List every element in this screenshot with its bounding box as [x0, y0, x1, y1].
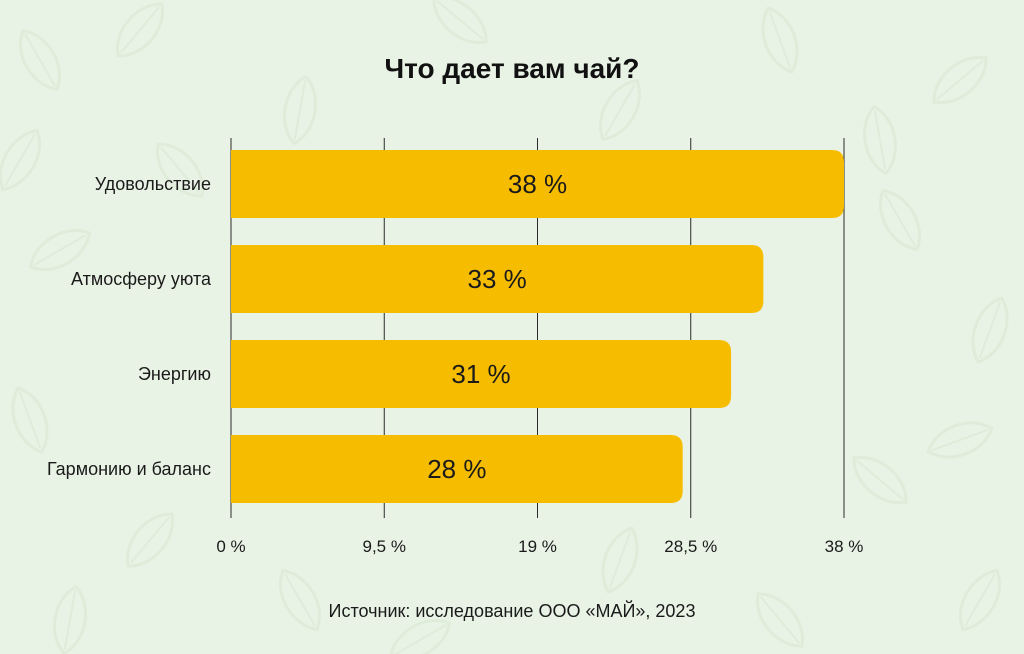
leaf-icon: [279, 568, 321, 632]
source-note: Источник: исследование ООО «МАЙ», 2023: [329, 600, 696, 621]
leaf-icon: [282, 74, 318, 146]
leaf-icon: [761, 6, 799, 74]
leaf-icon: [432, 0, 488, 45]
leaf-icon: [852, 455, 908, 505]
leaf-icon: [755, 592, 805, 648]
bars: 38 % 33 % 31 % 28 %: [231, 150, 844, 503]
leaf-icon: [601, 526, 639, 594]
leaf-icon: [125, 512, 175, 568]
bar: [231, 340, 732, 408]
leaf-icon: [0, 128, 41, 192]
x-tick-label: 38 %: [825, 537, 864, 556]
leaf-icon: [11, 386, 49, 454]
x-tick-label: 28,5 %: [664, 537, 717, 556]
x-tick-label: 19 %: [518, 537, 557, 556]
leaf-icon: [932, 55, 988, 105]
category-label: Атмосферу уюта: [71, 269, 212, 289]
bar: [231, 435, 683, 503]
leaf-icon: [115, 2, 165, 58]
category-labels: Удовольствие Атмосферу уюта Энергию Гармони…: [47, 174, 212, 479]
x-tick-label: 9,5 %: [363, 537, 406, 556]
bar-value-label: 38 %: [508, 169, 567, 199]
chart-title: Что дает вам чай?: [385, 53, 640, 84]
leaf-icon: [155, 142, 205, 198]
leaf-icon: [19, 28, 61, 92]
bar-value-label: 28 %: [427, 454, 486, 484]
leaf-icon: [388, 619, 452, 654]
leaf-icon: [28, 229, 92, 271]
leaf-icon: [862, 104, 898, 176]
leaf-icon: [52, 584, 88, 654]
category-label: Энергию: [138, 364, 211, 384]
bar: [231, 245, 764, 313]
category-label: Гармонию и баланс: [47, 459, 211, 479]
bar: [231, 150, 844, 218]
x-tick-labels: 0 % 9,5 % 19 % 28,5 % 38 %: [216, 537, 863, 556]
leaf-icon: [959, 568, 1001, 632]
leaf-icon: [971, 296, 1009, 364]
leaf-icon: [926, 421, 994, 459]
leaf-icon: [879, 188, 921, 252]
x-tick-label: 0 %: [216, 537, 245, 556]
category-label: Удовольствие: [95, 174, 211, 194]
leaf-icon: [599, 78, 641, 142]
bar-value-label: 33 %: [468, 264, 527, 294]
bar-value-label: 31 %: [451, 359, 510, 389]
